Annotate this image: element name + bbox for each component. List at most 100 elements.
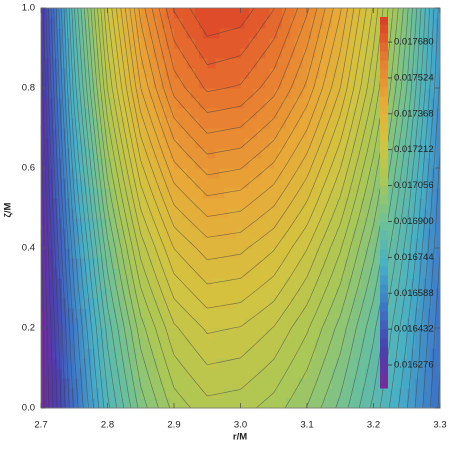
contour-fill <box>244 258 250 269</box>
contour-fill <box>186 388 192 399</box>
contour-fill <box>406 158 412 169</box>
contour-fill <box>248 148 254 159</box>
contour-fill <box>174 208 179 219</box>
contour-fill <box>107 8 113 19</box>
contour-fill <box>119 98 125 109</box>
contour-fill <box>336 338 341 349</box>
contour-fill <box>340 18 346 29</box>
contour-fill <box>344 178 350 189</box>
contour-fill <box>402 368 408 379</box>
contour-fill <box>41 278 46 289</box>
contour-fill <box>128 18 134 29</box>
contour-fill <box>53 48 59 59</box>
contour-fill <box>236 248 242 259</box>
contour-fill <box>228 238 233 249</box>
contour-fill <box>45 268 50 279</box>
contour-fill <box>415 248 420 259</box>
contour-fill <box>119 268 125 279</box>
contour-fill <box>269 318 275 329</box>
contour-fill <box>211 38 217 49</box>
contour-fill <box>194 208 200 219</box>
contour-fill <box>190 188 196 199</box>
contour-fill <box>144 338 150 349</box>
contour-fill <box>431 78 437 89</box>
contour-fill <box>182 318 188 329</box>
contour-fill <box>107 288 113 299</box>
contour-fill <box>45 28 50 39</box>
contour-fill <box>298 268 304 279</box>
contour-fill <box>198 268 204 279</box>
contour-fill <box>169 178 175 189</box>
contour-fill <box>178 208 183 219</box>
contour-fill <box>277 298 283 309</box>
contour-fill <box>140 338 146 349</box>
contour-fill <box>186 338 192 349</box>
contour-fill <box>215 78 221 89</box>
contour-fill <box>290 168 296 179</box>
contour-fill <box>307 148 312 159</box>
contour-fill <box>261 378 267 389</box>
contour-fill <box>336 248 341 259</box>
contour-fill <box>286 8 291 19</box>
contour-fill <box>144 288 150 299</box>
contour-fill <box>365 48 370 59</box>
contour-fill <box>269 128 275 139</box>
contour-fill <box>373 108 379 119</box>
contour-fill <box>361 68 366 79</box>
contour-fill <box>286 108 291 119</box>
contour-fill <box>124 328 129 339</box>
contour-line <box>73 87 108 169</box>
contour-fill <box>327 228 333 239</box>
contour-fill <box>157 178 163 189</box>
contour-fill <box>435 38 441 49</box>
contour-fill <box>331 208 337 219</box>
contour-fill <box>394 218 400 229</box>
contour-fill <box>74 398 80 409</box>
contour-fill <box>207 378 213 389</box>
contour-fill <box>236 258 242 269</box>
contour-fill <box>169 398 175 409</box>
contour-fill <box>232 168 237 179</box>
contour-fill <box>248 18 254 29</box>
contour-fill <box>103 198 109 209</box>
contour-fill <box>111 328 117 339</box>
contour-fill <box>119 328 125 339</box>
contour-fill <box>228 38 233 49</box>
contour-fill <box>169 238 175 249</box>
contour-fill <box>174 118 179 129</box>
contour-fill <box>223 398 229 409</box>
contour-fill <box>294 388 300 399</box>
contour-fill <box>385 148 391 159</box>
contour-fill <box>257 108 262 119</box>
contour-fill <box>136 198 142 209</box>
contour-fill <box>369 168 375 179</box>
contour-fill <box>165 218 171 229</box>
contour-fill <box>423 368 429 379</box>
contour-fill <box>161 328 167 339</box>
contour-fill <box>194 258 200 269</box>
contour-fill <box>228 88 233 99</box>
contour-fill <box>331 108 337 119</box>
contour-fill <box>356 158 362 169</box>
contour-fill <box>348 48 354 59</box>
contour-fill <box>361 268 366 279</box>
contour-fill <box>435 268 441 279</box>
contour-fill <box>182 288 188 299</box>
contour-fill <box>398 168 404 179</box>
contour-fill <box>390 88 395 99</box>
contour-fill <box>194 228 200 239</box>
contour-fill <box>174 188 179 199</box>
contour-fill <box>298 258 304 269</box>
contour-fill <box>373 118 379 129</box>
contour-fill <box>74 78 80 89</box>
contour-fill <box>336 318 341 329</box>
contour-fill <box>257 198 262 209</box>
contour-fill <box>124 298 129 309</box>
contour-fill <box>311 78 316 89</box>
contour-fill <box>144 168 150 179</box>
contour-fill <box>182 198 188 209</box>
contour-fill <box>323 298 329 309</box>
contour-fill <box>219 258 225 269</box>
contour-fill <box>153 78 158 89</box>
contour-fill <box>398 8 404 19</box>
